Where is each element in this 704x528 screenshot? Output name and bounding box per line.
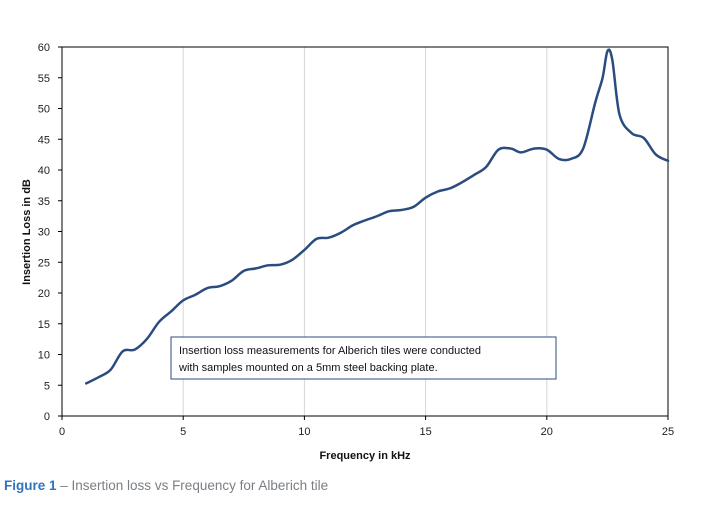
ticks: 0 5 10 15 20 25 0 5 10 15 20 25 30 35 40 45 50 55 60	[38, 42, 674, 438]
y-tick-label: 10	[38, 350, 50, 362]
annotation-line-2: with samples mounted on a 5mm steel back…	[178, 362, 438, 374]
x-tick-label: 5	[180, 426, 186, 438]
y-tick-label: 45	[38, 134, 50, 146]
y-axis-title: Insertion Loss in dB	[21, 179, 33, 285]
y-tick-label: 55	[38, 73, 50, 85]
caption-text: – Insertion loss vs Frequency for Alberi…	[56, 478, 329, 493]
y-tick-label: 50	[38, 104, 50, 116]
chart: 0 5 10 15 20 25 0 5 10 15 20 25 30 35 40 45 50 55 60 Inser…	[21, 42, 674, 462]
y-tick-label: 15	[38, 319, 50, 331]
x-tick-label: 25	[662, 426, 674, 438]
x-tick-label: 0	[59, 426, 65, 438]
y-tick-label: 60	[38, 42, 50, 54]
y-tick-label: 20	[38, 288, 50, 300]
x-tick-label: 10	[298, 426, 310, 438]
y-tick-label: 35	[38, 196, 50, 208]
series-layer	[84, 48, 670, 385]
x-tick-label: 20	[541, 426, 553, 438]
series-line	[84, 48, 670, 385]
x-axis-title: Frequency in kHz	[319, 450, 411, 462]
annotation-box: Insertion loss measurements for Alberich…	[170, 336, 557, 380]
annotation-line-1: Insertion loss measurements for Alberich…	[179, 345, 481, 357]
y-tick-label: 25	[38, 257, 50, 269]
y-tick-label: 5	[44, 380, 50, 392]
y-tick-label: 30	[38, 227, 50, 239]
y-tick-label: 0	[44, 411, 50, 423]
figure-label: Figure 1	[4, 478, 57, 493]
y-tick-label: 40	[38, 165, 50, 177]
figure-caption: Figure 1 – Insertion loss vs Frequency f…	[4, 478, 328, 493]
x-tick-label: 15	[419, 426, 431, 438]
